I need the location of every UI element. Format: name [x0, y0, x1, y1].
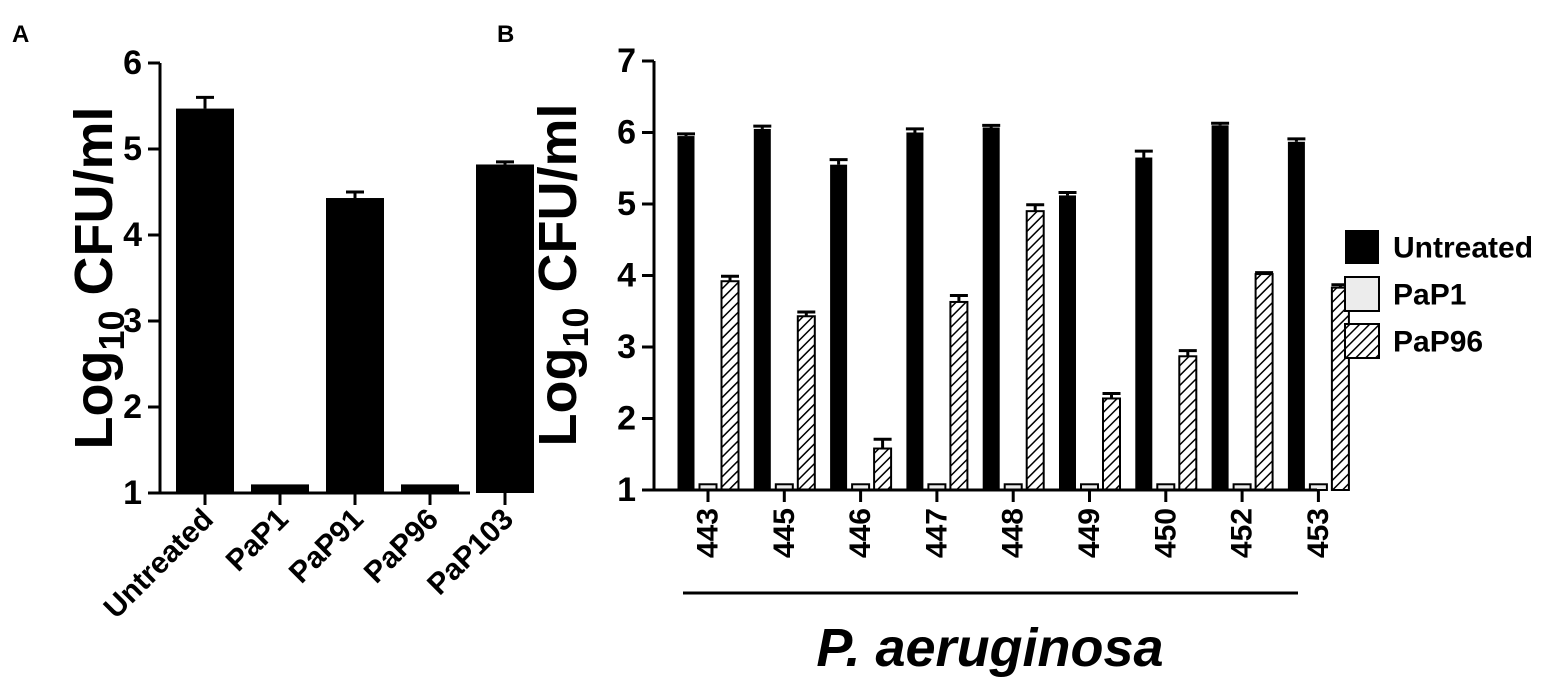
- panel-a-y-tick-label: 5: [123, 130, 142, 168]
- panel-b-category-label: 445: [768, 508, 801, 558]
- panel-a-y-axis-title: Log10 CFU/ml: [64, 106, 131, 449]
- panel-letter-a: A: [12, 21, 29, 48]
- svg-text:Log10 CFU/ml: Log10 CFU/ml: [64, 106, 131, 449]
- panel-b-bar-untreated-445: [753, 128, 771, 491]
- panel-b-error-bar: [753, 124, 772, 129]
- svg-text:Log10 CFU/ml: Log10 CFU/ml: [528, 103, 595, 446]
- panel-b-error-bar: [1102, 391, 1121, 399]
- panel-b-ylabel-subscript: 10: [555, 308, 596, 348]
- panel-b-error-bar: [721, 274, 739, 282]
- panel-b-error-bar: [1134, 149, 1153, 158]
- panel-a-bar-pap1: [251, 484, 309, 493]
- panel-a-category-label: PaP91: [283, 503, 370, 590]
- panel-b-bar-pap96-449: [1102, 397, 1121, 492]
- panel-b-ylabel-prefix: Log: [528, 348, 588, 447]
- panel-a-bar-pap103: [476, 164, 534, 494]
- panel-a-chart: A Log10 CFU/ml 1 2 3 4 5 6 Untreated PaP1PaP91…: [12, 21, 534, 625]
- panel-b-error-bar: [829, 158, 848, 165]
- panel-b-bar-pap96-445: [796, 315, 816, 491]
- panel-a-y-tick-label: 6: [123, 44, 142, 82]
- panel-b-bar-untreated-452: [1211, 125, 1229, 490]
- panel-a-ylabel-subscript: 10: [91, 311, 132, 351]
- panel-b-category-label: 450: [1149, 508, 1182, 558]
- panel-b-error-bar: [949, 294, 968, 302]
- panel-b-error-bar: [873, 437, 892, 449]
- panel-b-error-bar: [797, 310, 816, 317]
- panel-b-error-bar: [905, 127, 924, 133]
- panel-b-error-bar: [1287, 137, 1306, 142]
- panel-b-category-label: 449: [1073, 508, 1106, 558]
- panel-a-ylabel-suffix: CFU/ml: [64, 106, 124, 310]
- panel-b-error-bar: [1178, 349, 1197, 357]
- panel-a-bars: [176, 95, 534, 494]
- panel-b-x-categories: 443 445 446 447 448 449 450 452 453: [692, 490, 1335, 558]
- panel-b-error-bar: [982, 123, 1001, 128]
- panel-a-bar-pap96: [401, 484, 459, 493]
- panel-a-error-bar: [196, 95, 214, 109]
- legend-swatch-pap1: [1344, 276, 1380, 312]
- panel-b-category-label: 453: [1302, 508, 1335, 558]
- group-title: P. aeruginosa: [816, 618, 1163, 678]
- panel-a-bar-pap91: [326, 198, 384, 493]
- panel-b-category-label: 446: [844, 508, 877, 558]
- panel-a-y-tick-label: 3: [123, 302, 142, 340]
- panel-b-category-label: 447: [920, 508, 953, 558]
- legend: Untreated PaP1 PaP96: [1344, 230, 1533, 359]
- panel-b-bar-untreated-447: [906, 132, 924, 490]
- panel-b-bar-untreated-446: [830, 164, 848, 491]
- panel-b-bar-pap96-453: [1330, 286, 1350, 491]
- panel-b-bar-pap96-446: [873, 447, 893, 491]
- panel-b-error-bar: [1211, 121, 1230, 126]
- panel-b-y-ticks: 1 2 3 4 5 6 7: [617, 42, 654, 509]
- panel-b-error-bar: [677, 132, 695, 137]
- panel-b-bar-pap96-450: [1178, 355, 1198, 492]
- panel-letter-b: B: [497, 21, 514, 48]
- panel-a-category-label: Untreated: [98, 503, 220, 625]
- panel-a-y-tick-label: 2: [123, 388, 142, 426]
- panel-b-bars: [677, 121, 1350, 492]
- panel-b-y-tick-label: 4: [617, 257, 636, 295]
- panel-a-y-tick-label: 1: [123, 474, 142, 512]
- panel-b-axes: [652, 61, 1317, 492]
- panel-b-bar-pap96-443: [720, 280, 740, 491]
- panel-b-y-tick-label: 1: [617, 471, 636, 509]
- panel-b-category-label: 448: [997, 508, 1030, 558]
- legend-label-untreated: Untreated: [1393, 232, 1533, 265]
- panel-b-ylabel-suffix: CFU/ml: [528, 103, 588, 307]
- panel-a-bar-untreated: [176, 108, 234, 493]
- panel-b-bar-pap96-452: [1254, 273, 1274, 491]
- panel-b-bar-untreated-453: [1287, 141, 1305, 491]
- panel-b-category-label: 443: [692, 508, 725, 558]
- legend-label-pap1: PaP1: [1393, 279, 1466, 312]
- panel-b-error-bar: [1026, 203, 1045, 212]
- panel-b-y-tick-label: 6: [617, 114, 636, 152]
- panel-b-y-tick-label: 3: [617, 328, 636, 366]
- panel-a-error-bar: [496, 160, 514, 165]
- panel-a-axes: [158, 63, 470, 495]
- panel-b-bar-pap96-448: [1025, 210, 1045, 491]
- panel-b-error-bar: [1058, 191, 1077, 196]
- panel-a-y-ticks: 1 2 3 4 5 6: [123, 44, 160, 512]
- panel-b-bar-pap96-447: [949, 300, 969, 491]
- panel-a-error-bar: [346, 190, 364, 199]
- panel-b-y-tick-label: 2: [617, 400, 636, 438]
- legend-label-pap96: PaP96: [1393, 326, 1483, 359]
- panel-b-y-tick-label: 5: [617, 185, 636, 223]
- panel-a-ylabel-prefix: Log: [64, 351, 124, 450]
- panel-a-y-tick-label: 4: [123, 216, 142, 254]
- panel-b-y-axis-title: Log10 CFU/ml: [528, 103, 595, 446]
- panel-b-bar-untreated-449: [1059, 195, 1076, 491]
- panel-b-category-label: 452: [1226, 508, 1259, 558]
- panel-b-bar-untreated-443: [677, 136, 695, 490]
- legend-swatch-untreated: [1345, 230, 1379, 264]
- panel-b-y-tick-label: 7: [617, 42, 636, 80]
- panel-b-error-bar: [1255, 271, 1274, 275]
- legend-swatch-pap96: [1344, 323, 1380, 359]
- panel-b-bar-untreated-448: [982, 127, 1000, 491]
- panel-b-bar-untreated-450: [1135, 157, 1153, 490]
